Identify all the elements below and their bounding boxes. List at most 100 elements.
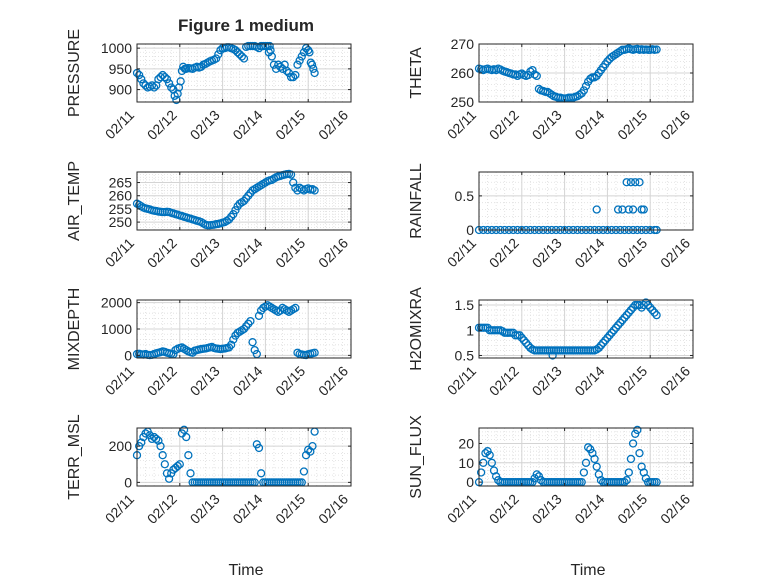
data-point [624, 468, 633, 477]
axes-box [478, 299, 694, 359]
y-tick-label: 1000 [101, 321, 132, 337]
y-tick-label: 265 [109, 175, 133, 191]
data-point [581, 81, 591, 91]
data-point [164, 474, 174, 483]
axes-panel: 02/11 02/12 02/13 02/14 02/15 02/160.511.5H2O… [408, 287, 694, 399]
data-point [141, 429, 150, 438]
y-axis-label: PRESSURE [66, 29, 83, 117]
data-point [246, 316, 255, 326]
axes-panel: 02/11 02/12 02/13 02/14 02/15 02/16250260270T… [408, 36, 694, 143]
y-tick-label: 0.5 [455, 188, 475, 204]
data-point [652, 45, 661, 54]
data-point [282, 66, 291, 76]
data-point [628, 439, 638, 448]
y-tick-label: 250 [451, 94, 475, 110]
data-point [620, 313, 629, 322]
y-tick-label: 0 [124, 347, 132, 363]
data-point [231, 46, 240, 55]
data-point [613, 205, 623, 214]
axes-box [136, 43, 352, 103]
data-point [548, 351, 557, 360]
data-point [305, 48, 314, 57]
data-point [643, 300, 653, 310]
data-point [188, 348, 197, 357]
data-point [641, 298, 651, 307]
data-point [579, 468, 589, 477]
data-point [626, 454, 636, 464]
plot-area [137, 44, 351, 102]
data-point [149, 83, 159, 92]
axes-box [478, 171, 694, 231]
data-point [603, 333, 612, 342]
x-axis-label-right: Time [571, 562, 606, 579]
data-point [227, 340, 236, 349]
data-point [607, 328, 616, 337]
data-point [622, 310, 631, 320]
data-point [596, 341, 606, 350]
data-point [293, 60, 302, 69]
plot-area [137, 428, 351, 486]
data-point [639, 205, 648, 214]
data-point [164, 79, 174, 88]
data-point [626, 178, 636, 187]
y-tick-label: 0 [466, 222, 474, 238]
data-point [137, 438, 146, 447]
data-point [186, 469, 195, 478]
data-point [214, 50, 223, 59]
data-point [575, 90, 584, 99]
data-point [212, 54, 221, 63]
data-point [229, 335, 238, 344]
y-tick-label: 1 [466, 322, 474, 338]
data-point [162, 75, 172, 84]
y-tick-label: 255 [109, 201, 133, 217]
data-point [256, 469, 266, 478]
data-point [231, 206, 240, 215]
y-tick-label: 250 [109, 214, 133, 230]
y-axis-label: THETA [408, 47, 425, 99]
axes-panel: 02/11 02/12 02/13 02/14 02/15 02/1600.5RAINFA… [408, 163, 694, 271]
axes-box [136, 427, 352, 487]
data-point [289, 178, 298, 187]
data-point [646, 303, 655, 312]
data-point [307, 60, 317, 69]
data-point [160, 72, 169, 82]
data-point [254, 311, 264, 320]
data-point [297, 52, 306, 61]
data-point [652, 310, 661, 320]
data-point [609, 326, 618, 335]
data-point [162, 469, 172, 478]
data-point [635, 178, 644, 187]
data-point [633, 425, 642, 435]
data-point [278, 64, 287, 74]
data-point [308, 441, 317, 451]
data-point [624, 308, 633, 317]
data-point [532, 71, 541, 81]
data-point [265, 41, 274, 51]
y-tick-label: 260 [109, 188, 133, 204]
y-tick-label: 0 [124, 474, 132, 490]
data-point [519, 336, 529, 345]
plot-area [479, 428, 693, 486]
y-axis-label: MIXDEPTH [66, 288, 83, 371]
data-point [233, 48, 242, 57]
data-point [289, 72, 298, 82]
data-point [532, 470, 541, 479]
data-point [139, 79, 148, 88]
data-point [590, 454, 599, 464]
data-point [147, 81, 157, 90]
data-point [235, 50, 244, 59]
y-tick-label: 1.5 [455, 297, 475, 313]
data-point [152, 434, 161, 444]
data-point [624, 205, 633, 214]
data-point [237, 52, 247, 61]
data-point [581, 458, 591, 467]
data-point [603, 57, 612, 66]
data-point [592, 462, 601, 471]
data-point [184, 451, 193, 460]
data-point [176, 77, 185, 86]
data-point [310, 348, 319, 357]
data-point [179, 425, 189, 434]
y-axis-label: TERR_MSL [66, 414, 83, 499]
data-point [613, 321, 623, 330]
